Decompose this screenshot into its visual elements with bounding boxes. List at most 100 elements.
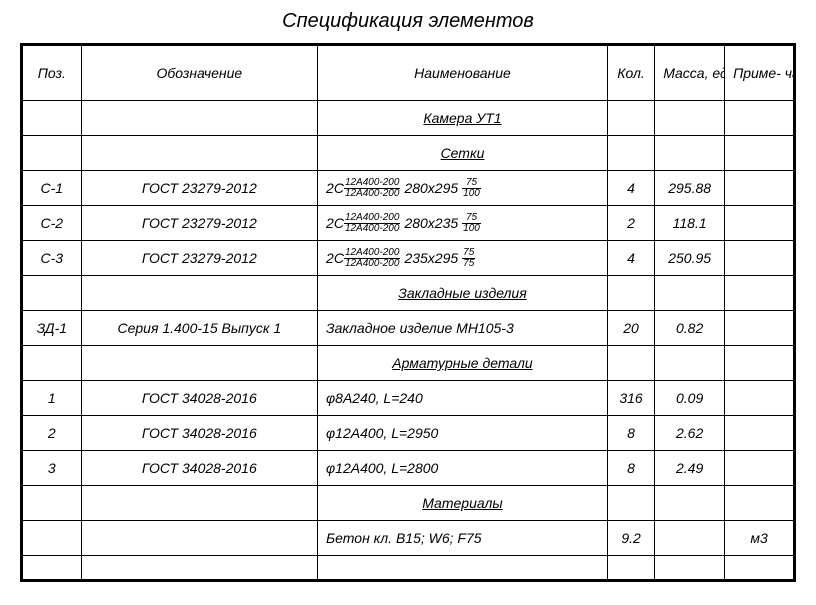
mesh-frac1: 12А400-20012А400-200 (344, 178, 401, 199)
cell-pos: ЗД-1 (22, 311, 82, 346)
spec-page: Спецификация элементов Поз. Обозначение … (0, 0, 816, 582)
cell-mass (655, 556, 725, 581)
cell-qty: 4 (607, 241, 654, 276)
table-row: С-1ГОСТ 23279-20122С12А400-20012А400-200… (22, 171, 795, 206)
cell-pos (22, 276, 82, 311)
mesh-lead: 2С (326, 250, 344, 266)
cell-desig: ГОСТ 34028-2016 (81, 416, 317, 451)
cell-qty: 9.2 (607, 521, 654, 556)
spec-table: Поз. Обозначение Наименование Кол. Масса… (20, 43, 796, 582)
cell-qty: 316 (607, 381, 654, 416)
cell-note (725, 101, 795, 136)
col-qty: Кол. (607, 45, 654, 101)
cell-qty (607, 136, 654, 171)
cell-mass (655, 486, 725, 521)
cell-qty: 2 (607, 206, 654, 241)
cell-mass (655, 276, 725, 311)
spec-body: Камера УТ1СеткиС-1ГОСТ 23279-20122С12А40… (22, 101, 795, 581)
table-row: Сетки (22, 136, 795, 171)
mesh-lead: 2С (326, 215, 344, 231)
cell-mass: 295.88 (655, 171, 725, 206)
cell-mass (655, 101, 725, 136)
table-row: Камера УТ1 (22, 101, 795, 136)
cell-name: 2С12А400-20012А400-200280х29575100 (318, 171, 608, 206)
cell-mass: 2.62 (655, 416, 725, 451)
cell-qty: 4 (607, 171, 654, 206)
table-row: Закладные изделия (22, 276, 795, 311)
cell-note (725, 311, 795, 346)
cell-note (725, 451, 795, 486)
page-title: Спецификация элементов (20, 10, 796, 33)
cell-note (725, 171, 795, 206)
cell-note (725, 346, 795, 381)
cell-qty (607, 346, 654, 381)
cell-name: 2С12А400-20012А400-200235х2957575 (318, 241, 608, 276)
cell-desig (81, 136, 317, 171)
cell-qty (607, 486, 654, 521)
col-pos: Поз. (22, 45, 82, 101)
cell-note (725, 381, 795, 416)
cell-mass: 2.49 (655, 451, 725, 486)
cell-name: Бетон кл. В15; W6; F75 (318, 521, 608, 556)
section-heading: Сетки (318, 136, 608, 171)
table-row: 1ГОСТ 34028-2016φ8А240, L=2403160.09 (22, 381, 795, 416)
cell-desig: ГОСТ 34028-2016 (81, 451, 317, 486)
cell-mass: 250.95 (655, 241, 725, 276)
cell-desig: ГОСТ 23279-2012 (81, 241, 317, 276)
section-heading: Закладные изделия (318, 276, 608, 311)
cell-note (725, 206, 795, 241)
cell-note (725, 486, 795, 521)
mesh-frac2: 75100 (462, 213, 481, 234)
mesh-frac2: 7575 (462, 248, 475, 269)
cell-qty (607, 556, 654, 581)
cell-pos: 1 (22, 381, 82, 416)
cell-mass (655, 521, 725, 556)
cell-pos (22, 136, 82, 171)
col-mass: Масса, ед., кг (655, 45, 725, 101)
cell-pos (22, 521, 82, 556)
table-row: С-2ГОСТ 23279-20122С12А400-20012А400-200… (22, 206, 795, 241)
cell-note (725, 276, 795, 311)
table-row: С-3ГОСТ 23279-20122С12А400-20012А400-200… (22, 241, 795, 276)
cell-mass (655, 346, 725, 381)
mesh-dims: 280х235 (404, 215, 458, 231)
cell-qty (607, 276, 654, 311)
cell-note (725, 556, 795, 581)
section-heading: Материалы (318, 486, 608, 521)
table-row (22, 556, 795, 581)
cell-desig (81, 556, 317, 581)
table-row: ЗД-1Серия 1.400-15 Выпуск 1Закладное изд… (22, 311, 795, 346)
cell-name: Закладное изделие МН105-3 (318, 311, 608, 346)
cell-name: φ8А240, L=240 (318, 381, 608, 416)
cell-desig: Серия 1.400-15 Выпуск 1 (81, 311, 317, 346)
cell-pos (22, 556, 82, 581)
cell-desig: ГОСТ 23279-2012 (81, 206, 317, 241)
cell-pos (22, 101, 82, 136)
mesh-frac1: 12А400-20012А400-200 (344, 213, 401, 234)
table-row: 3ГОСТ 34028-2016φ12А400, L=280082.49 (22, 451, 795, 486)
cell-note (725, 416, 795, 451)
cell-pos: 3 (22, 451, 82, 486)
cell-pos: С-1 (22, 171, 82, 206)
cell-pos: 2 (22, 416, 82, 451)
mesh-dims: 235х295 (404, 250, 458, 266)
cell-desig (81, 276, 317, 311)
cell-desig (81, 486, 317, 521)
cell-mass: 0.82 (655, 311, 725, 346)
cell-note: м3 (725, 521, 795, 556)
cell-pos: С-3 (22, 241, 82, 276)
table-row: Материалы (22, 486, 795, 521)
cell-qty: 20 (607, 311, 654, 346)
mesh-lead: 2С (326, 180, 344, 196)
header-row: Поз. Обозначение Наименование Кол. Масса… (22, 45, 795, 101)
cell-qty: 8 (607, 416, 654, 451)
cell-desig: ГОСТ 23279-2012 (81, 171, 317, 206)
cell-name: φ12А400, L=2800 (318, 451, 608, 486)
cell-pos: С-2 (22, 206, 82, 241)
table-row: Бетон кл. В15; W6; F759.2 м3 (22, 521, 795, 556)
mesh-frac2: 75100 (462, 178, 481, 199)
cell-name (318, 556, 608, 581)
cell-name: 2С12А400-20012А400-200280х23575100 (318, 206, 608, 241)
cell-name: φ12А400, L=2950 (318, 416, 608, 451)
table-row: 2ГОСТ 34028-2016φ12А400, L=295082.62 (22, 416, 795, 451)
